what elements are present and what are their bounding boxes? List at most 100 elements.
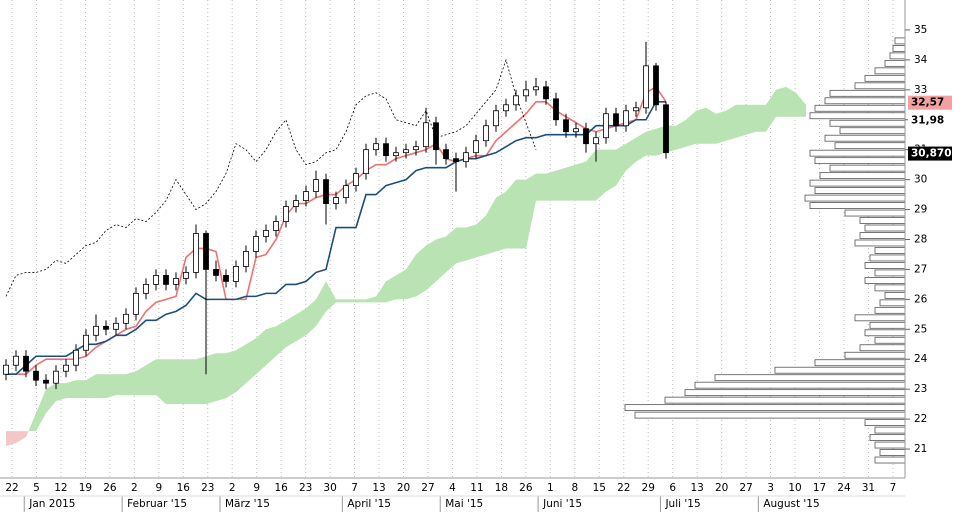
cloud-segment — [616, 143, 626, 186]
candle-body — [593, 137, 599, 145]
cloud-segment — [766, 89, 776, 132]
cloud-segment — [146, 359, 156, 396]
candle-body — [393, 152, 399, 157]
candle-body — [523, 89, 529, 97]
cloud-segment — [206, 353, 216, 405]
cloud-segment — [96, 374, 106, 399]
cloud-segment — [786, 86, 796, 117]
cloud-segment — [576, 161, 586, 201]
y-tick-label: 26 — [914, 293, 928, 305]
x-tick-label: 12 — [54, 482, 67, 494]
x-tick-label: 23 — [299, 482, 312, 494]
cloud-segment — [256, 329, 266, 375]
cloud-segment — [28, 413, 36, 432]
cloud-segment — [416, 245, 426, 297]
cloud-segment — [796, 92, 806, 117]
x-tick-label: 18 — [495, 482, 508, 494]
y-tick-label: 35 — [914, 24, 927, 36]
candle-body — [253, 236, 259, 252]
profile-bar — [809, 179, 906, 187]
x-tick-label: 22 — [617, 482, 630, 494]
profile-bar — [874, 269, 906, 277]
x-tick-label: 24 — [837, 482, 851, 494]
cloud-segment — [46, 383, 56, 414]
month-label: Mai '15 — [445, 498, 483, 510]
profile-bar — [829, 164, 906, 172]
profile-bar — [864, 419, 906, 426]
candle-body — [343, 185, 349, 198]
candle-body — [433, 122, 439, 151]
cloud-segment — [356, 299, 366, 303]
price-label-box — [908, 146, 952, 161]
cloud-segment — [706, 107, 716, 144]
profile-bar — [874, 67, 906, 75]
cloud-segment — [566, 164, 576, 201]
candle-body — [103, 325, 109, 330]
candle-body — [83, 334, 89, 351]
month-label: Februar '15 — [127, 498, 187, 510]
candle-body — [543, 86, 549, 100]
candle-body — [453, 158, 459, 163]
x-tick-label: 10 — [788, 482, 801, 494]
profile-bar — [854, 314, 906, 322]
profile-bar — [634, 411, 906, 419]
cloud-segment — [436, 236, 446, 282]
cloud-segment — [526, 173, 536, 249]
cloud-segment — [686, 110, 696, 147]
candle-body — [73, 349, 79, 366]
profile-bar — [879, 449, 906, 456]
profile-bar — [874, 336, 906, 344]
x-tick-label: 30 — [323, 482, 336, 494]
y-tick-label: 34 — [914, 54, 928, 66]
axis-panel — [905, 0, 962, 478]
cloud-segment — [716, 110, 726, 144]
month-label: März '15 — [225, 498, 270, 510]
candle-body — [283, 206, 289, 222]
cloud-segment — [516, 179, 526, 249]
cloud-segment — [346, 299, 356, 303]
cloud-segment — [746, 104, 756, 135]
candle-body — [133, 292, 139, 315]
profile-bar — [829, 119, 906, 127]
profile-bar — [824, 97, 906, 105]
candle-body — [303, 191, 309, 201]
candle-body — [383, 143, 389, 157]
cloud-segment — [486, 197, 496, 255]
price-label-box — [908, 113, 952, 128]
y-tick-label: 29 — [914, 204, 927, 216]
y-tick-label: 27 — [914, 263, 927, 275]
candle-body — [333, 197, 339, 204]
candle-body — [23, 355, 29, 372]
profile-bar — [884, 59, 906, 67]
candle-body — [13, 355, 19, 366]
month-label: April '15 — [347, 498, 391, 510]
profile-bar — [824, 134, 906, 142]
candle-body — [633, 107, 639, 112]
profile-bar — [819, 172, 906, 180]
cloud-segment — [596, 149, 606, 201]
profile-bar — [829, 89, 906, 97]
candle-body — [473, 140, 479, 154]
candle-body — [613, 113, 619, 127]
cloud-segment — [406, 254, 416, 300]
cloud-segment — [156, 359, 166, 405]
candle-body — [123, 313, 129, 324]
x-tick-label: 26 — [519, 482, 533, 494]
x-tick-label: 29 — [642, 482, 655, 494]
candle-body — [313, 179, 319, 192]
cloud-segment — [6, 431, 16, 447]
candle-body — [243, 251, 249, 267]
cloud-segment — [126, 371, 136, 396]
candle-body — [43, 379, 49, 384]
profile-bar — [834, 142, 906, 150]
cloud-segment — [246, 338, 256, 384]
y-tick-label: 22 — [914, 413, 927, 425]
profile-bar — [814, 104, 906, 112]
cloud-segment — [446, 227, 456, 273]
cloud-segment — [606, 149, 616, 192]
profile-bar — [859, 344, 906, 352]
cloud-segment — [736, 104, 746, 138]
profile-bar — [624, 404, 906, 412]
profile-bar — [889, 52, 906, 60]
